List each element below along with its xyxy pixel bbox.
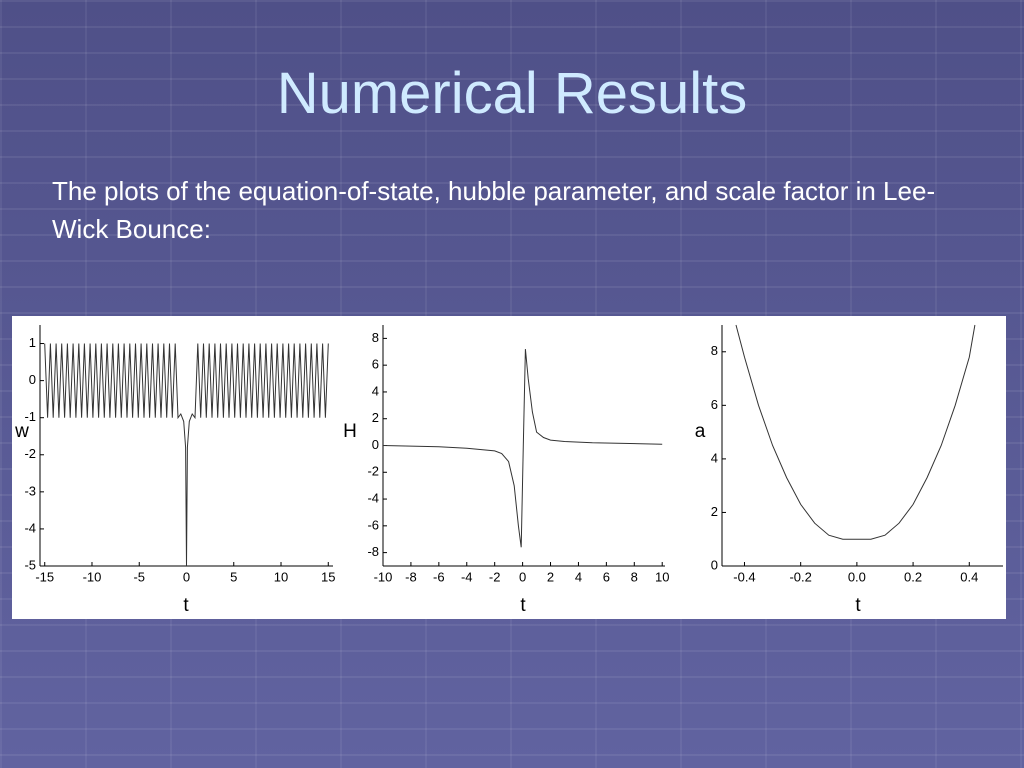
y-tick-label: -1: [24, 409, 36, 424]
x-tick-label: 0: [183, 569, 190, 584]
x-axis-label: t: [855, 595, 861, 616]
data-line: [735, 324, 976, 540]
y-tick-label: 6: [711, 397, 718, 412]
y-axis-label: w: [14, 421, 29, 442]
y-tick-label: 8: [372, 330, 379, 345]
y-axis-label: a: [695, 421, 706, 442]
x-tick-label: 5: [230, 569, 237, 584]
data-line: [44, 343, 329, 567]
y-tick-label: 0: [372, 437, 379, 452]
y-tick-label: 8: [711, 343, 718, 358]
x-tick-label: 0: [519, 569, 526, 584]
x-tick-label: 15: [321, 569, 335, 584]
y-tick-label: -2: [24, 446, 36, 461]
x-tick-label: -4: [461, 569, 473, 584]
x-tick-label: 4: [575, 569, 582, 584]
slide-text: The plots of the equation-of-state, hubb…: [52, 176, 936, 244]
x-tick-label: -0.4: [733, 569, 755, 584]
x-tick-label: -8: [405, 569, 417, 584]
x-tick-label: -10: [374, 569, 393, 584]
x-tick-label: 6: [603, 569, 610, 584]
x-tick-label: 0.4: [960, 569, 978, 584]
x-tick-label: 0.0: [848, 569, 866, 584]
figure-panel: [12, 316, 1006, 619]
x-tick-label: -5: [133, 569, 145, 584]
x-tick-label: 10: [274, 569, 288, 584]
y-tick-label: -6: [367, 517, 379, 532]
x-tick-label: 2: [547, 569, 554, 584]
y-tick-label: 0: [711, 557, 718, 572]
slide-title: Numerical Results: [276, 61, 748, 126]
x-tick-label: -10: [83, 569, 102, 584]
data-line: [382, 349, 663, 548]
x-tick-label: -0.2: [789, 569, 811, 584]
y-tick-label: 4: [372, 383, 379, 398]
y-tick-label: 6: [372, 357, 379, 372]
y-tick-label: 0: [29, 372, 36, 387]
y-tick-label: -8: [367, 544, 379, 559]
x-tick-label: 10: [655, 569, 669, 584]
y-tick-label: 4: [711, 450, 718, 465]
x-tick-label: -15: [35, 569, 54, 584]
x-tick-label: -6: [433, 569, 445, 584]
y-tick-label: -5: [24, 557, 36, 572]
x-axis-label: t: [183, 595, 189, 616]
y-tick-label: 2: [372, 410, 379, 425]
y-tick-label: -4: [24, 520, 36, 535]
y-tick-label: 1: [29, 335, 36, 350]
x-tick-label: 8: [631, 569, 638, 584]
y-tick-label: -3: [24, 483, 36, 498]
y-axis-label: H: [343, 421, 357, 442]
y-tick-label: -4: [367, 490, 379, 505]
x-tick-label: 0.2: [904, 569, 922, 584]
y-tick-label: 2: [711, 504, 718, 519]
x-tick-label: -2: [489, 569, 501, 584]
y-tick-label: -2: [367, 464, 379, 479]
x-axis-label: t: [520, 595, 526, 616]
